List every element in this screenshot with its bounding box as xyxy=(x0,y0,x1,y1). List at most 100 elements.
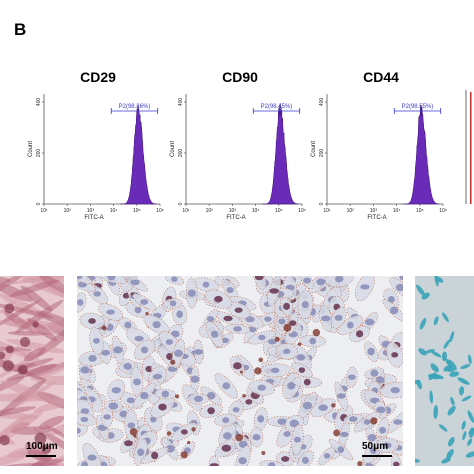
cell-nucleus xyxy=(158,403,167,411)
blue-cell xyxy=(416,284,425,296)
cell-nucleus xyxy=(316,278,326,286)
blue-cell xyxy=(419,317,427,330)
cell-nucleus xyxy=(87,454,97,461)
blue-cell xyxy=(450,396,455,406)
stained-fiber xyxy=(0,379,46,417)
brown-granule xyxy=(254,367,262,375)
blue-cell xyxy=(468,354,472,365)
x-tick-label: 10⁴ xyxy=(252,208,260,214)
histogram-fill xyxy=(120,105,157,205)
cell-nucleus xyxy=(137,448,145,457)
blue-cell xyxy=(430,363,439,373)
blue-cell xyxy=(446,449,454,460)
dark-spot xyxy=(2,360,14,372)
blue-cell xyxy=(442,312,449,323)
y-tick-label: 400 xyxy=(178,98,184,107)
cell-nucleus xyxy=(113,346,123,354)
brown-granule xyxy=(331,403,336,408)
y-axis-label: Count xyxy=(311,141,317,157)
cell-nucleus xyxy=(301,456,309,464)
blue-cell xyxy=(459,386,465,396)
cell-nucleus xyxy=(393,419,403,425)
cell-nucleus xyxy=(140,346,149,354)
stained-fiber xyxy=(7,445,44,458)
x-tick-label: 10³ xyxy=(370,208,378,214)
cell-nucleus xyxy=(206,315,215,322)
x-tick-label: 10⁵ xyxy=(416,208,424,214)
cell-nucleus xyxy=(367,347,375,356)
histogram-fill xyxy=(262,103,299,205)
cell-nucleus xyxy=(376,406,386,414)
brown-granule xyxy=(274,336,280,342)
gate-label: P2(98.45%) xyxy=(261,104,293,110)
stained-fiber xyxy=(38,415,64,430)
brown-granule xyxy=(133,434,137,438)
cell-nucleus xyxy=(232,407,240,413)
cell-nucleus xyxy=(99,461,108,466)
y-tick-label: 0 xyxy=(319,202,325,205)
histogram-chart-1: 0 200 400 Count 10¹ 10² 10³ 10⁴ 10⁵ 10⁶ FITC-A P2(9… xyxy=(28,94,164,221)
cell-nucleus xyxy=(390,386,400,394)
x-axis-label: FITC-A xyxy=(84,215,103,221)
blue-cell xyxy=(431,351,442,358)
cell-nucleus xyxy=(264,316,272,322)
cell-nucleus xyxy=(321,315,331,322)
cell-nucleus xyxy=(193,349,204,355)
cell-nucleus xyxy=(391,352,399,358)
cell-nucleus xyxy=(134,335,144,342)
brown-granule xyxy=(283,323,292,332)
cell-nucleus xyxy=(234,307,243,313)
cell-nucleus xyxy=(226,287,234,294)
blue-cell xyxy=(457,377,470,385)
blue-cell xyxy=(449,371,460,377)
cell-nucleus xyxy=(214,295,223,303)
brown-granule xyxy=(187,440,191,445)
stained-fiber xyxy=(0,281,34,302)
blue-cell xyxy=(418,348,427,356)
x-tick-label: 10² xyxy=(206,208,214,214)
brown-granule xyxy=(239,370,243,374)
dark-spot xyxy=(5,345,14,354)
x-tick-label: 10⁴ xyxy=(110,208,118,214)
cell-nucleus xyxy=(77,276,83,280)
cell-nucleus xyxy=(193,395,203,403)
cell-nucleus xyxy=(346,321,354,329)
brown-granule xyxy=(170,359,176,365)
cell-nucleus xyxy=(303,277,312,284)
cell-nucleus xyxy=(77,427,81,434)
dark-spot xyxy=(41,444,52,455)
cell-nucleus xyxy=(302,401,313,410)
cell-nucleus xyxy=(268,462,276,466)
stained-fiber xyxy=(38,276,64,297)
blue-cell xyxy=(433,405,439,419)
cell-nucleus xyxy=(107,276,116,281)
cell-nucleus xyxy=(169,300,177,307)
micrograph-oil-red xyxy=(0,276,64,466)
blue-cell xyxy=(428,372,437,381)
blue-cell xyxy=(415,458,420,463)
x-tick-label: 10³ xyxy=(87,208,95,214)
stained-fiber xyxy=(0,346,33,352)
cell-nucleus xyxy=(347,374,356,380)
micrograph-stained-cells xyxy=(77,276,403,466)
histogram-chart-2: 0 200 400 Count 10¹ 10² 10³ 10⁴ 10⁵ 10⁶ FITC-A P2(9… xyxy=(170,94,306,221)
cell-nucleus xyxy=(283,431,291,437)
cell-nucleus xyxy=(207,407,215,415)
stained-fiber xyxy=(6,363,58,381)
cell-nucleus xyxy=(103,414,111,420)
brown-granule xyxy=(191,427,196,432)
y-axis-label: Count xyxy=(170,141,176,157)
cell-nucleus xyxy=(223,432,232,440)
cell-nucleus xyxy=(287,382,296,390)
blue-cell xyxy=(433,316,439,326)
blue-cell xyxy=(460,364,471,370)
x-tick-label: 10¹ xyxy=(182,208,190,214)
cell-nucleus xyxy=(293,436,301,443)
blue-cell xyxy=(438,424,448,432)
cell-nucleus xyxy=(134,306,142,314)
cell-nucleus xyxy=(151,451,159,460)
cell-nucleus xyxy=(281,456,290,462)
brown-granule xyxy=(130,292,134,296)
cell-nucleus xyxy=(233,326,242,332)
stained-fiber xyxy=(0,406,37,419)
